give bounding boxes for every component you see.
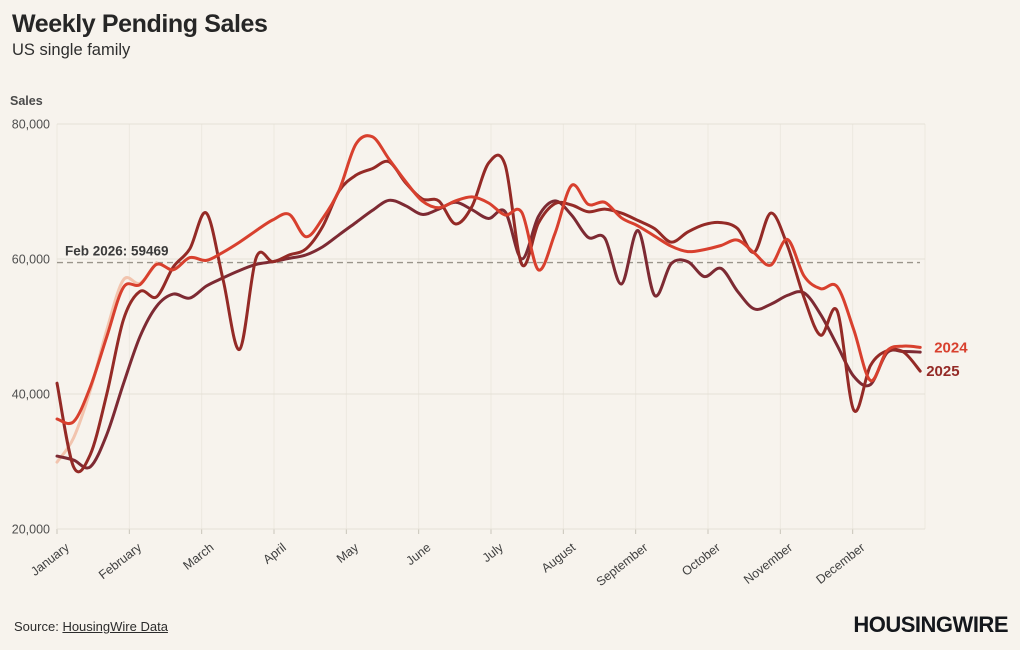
- month-label-december: December: [813, 540, 867, 587]
- page-title: Weekly Pending Sales: [12, 10, 268, 38]
- month-label-june: June: [404, 540, 434, 568]
- month-label-april: April: [261, 540, 289, 566]
- series-line-2025: [55, 153, 922, 474]
- housingwire-logo: HOUSINGWIRE: [853, 612, 1008, 637]
- series-line-2024: [55, 134, 922, 426]
- y-axis-title: Sales: [10, 94, 43, 108]
- annotation-label: Feb 2026: 59469: [65, 244, 169, 259]
- month-label-march: March: [181, 540, 217, 572]
- source-line: Source: HousingWire Data: [14, 619, 168, 634]
- month-label-november: November: [741, 540, 795, 587]
- page-subtitle: US single family: [12, 40, 131, 59]
- month-label-september: September: [594, 540, 651, 589]
- month-label-october: October: [679, 540, 723, 578]
- month-label-july: July: [480, 540, 507, 565]
- y-tick-label: 80,000: [12, 118, 50, 132]
- month-label-january: January: [28, 540, 72, 579]
- source-prefix: Source:: [14, 619, 59, 634]
- y-tick-label: 20,000: [12, 523, 50, 537]
- y-tick-label: 60,000: [12, 253, 50, 267]
- series-lines: [55, 134, 922, 474]
- y-tick-label: 40,000: [12, 388, 50, 402]
- month-label-august: August: [539, 540, 579, 575]
- series-label-2024: 2024: [934, 339, 968, 356]
- month-gridlines: [56, 124, 926, 534]
- x-axis-month-labels: January February March April May June July Augu…: [28, 540, 867, 589]
- series-label-2025: 2025: [926, 363, 959, 380]
- series-line-2023: [55, 198, 922, 470]
- source-link[interactable]: HousingWire Data: [62, 619, 168, 634]
- series-end-labels: 2025 2024: [926, 339, 968, 380]
- annotation-feb-2026: Feb 2026: 59469: [57, 244, 920, 264]
- chart-header: Weekly Pending Sales US single family: [12, 10, 268, 60]
- footer: Source: HousingWire Data HOUSINGWIRE: [0, 606, 1020, 650]
- y-gridlines: 80,000 60,000 40,000 20,000: [12, 118, 925, 537]
- month-label-may: May: [334, 540, 362, 566]
- month-label-february: February: [96, 540, 145, 582]
